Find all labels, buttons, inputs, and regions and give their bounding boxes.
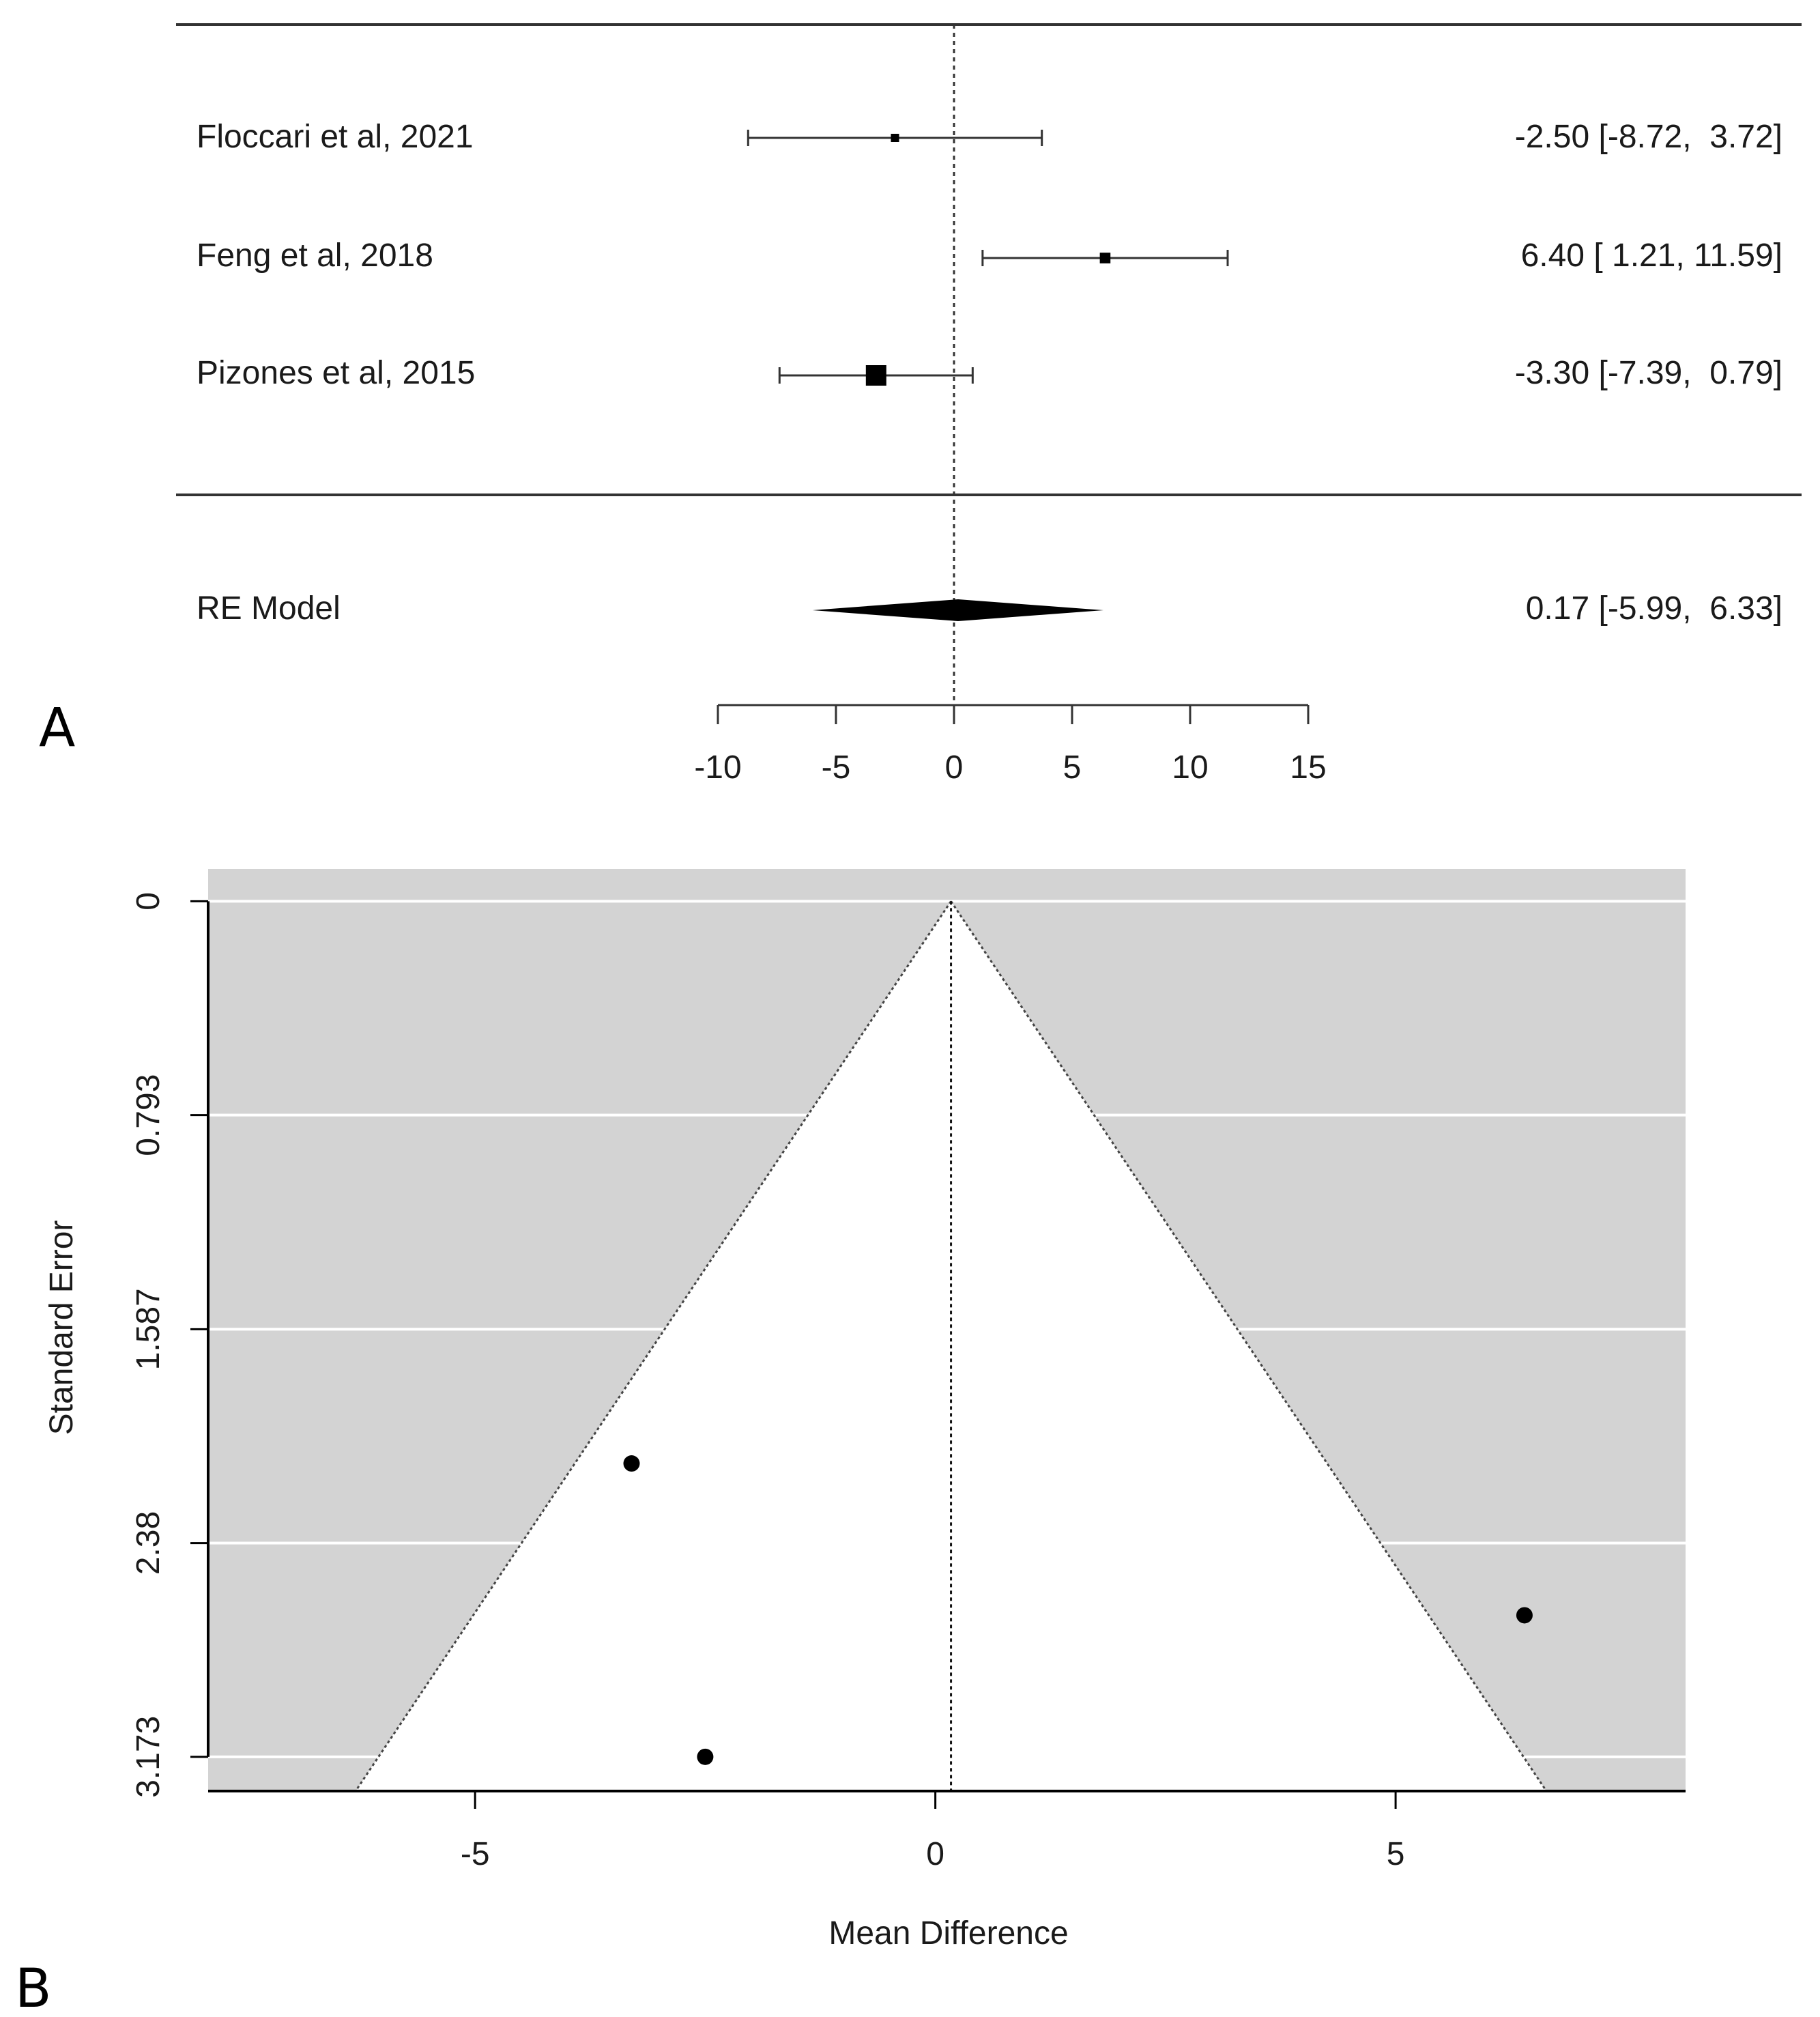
- study-row: Floccari et al, 2021 -2.50 [-8.72, 3.72]: [197, 119, 1782, 155]
- summary-label: RE Model: [197, 590, 341, 627]
- study-label: Feng et al, 2018: [197, 238, 433, 274]
- summary-row: RE Model 0.17 [-5.99, 6.33]: [197, 590, 1782, 627]
- study-label: Pizones et al, 2015: [197, 355, 475, 391]
- study-point-estimate: [865, 365, 886, 386]
- forest-tick-label: 10: [1172, 749, 1208, 786]
- forest-x-axis: -10 -5 0 5 10 15: [694, 704, 1327, 786]
- forest-tick-label: -10: [694, 749, 741, 786]
- forest-tick-label: -5: [822, 749, 851, 786]
- funnel-point: [623, 1455, 640, 1472]
- forest-ticks: -10 -5 0 5 10 15: [694, 705, 1327, 786]
- funnel-point: [697, 1748, 714, 1765]
- study-label: Floccari et al, 2021: [197, 119, 474, 155]
- funnel-y-tick-label: 3.173: [130, 1716, 167, 1798]
- forest-plot: Floccari et al, 2021 -2.50 [-8.72, 3.72]…: [39, 23, 1802, 786]
- funnel-points: [623, 1455, 1533, 1765]
- forest-tick-label: 0: [945, 749, 964, 786]
- panel-label-b: B: [15, 1958, 52, 2017]
- funnel-point: [1516, 1607, 1533, 1624]
- funnel-plot: -5 0 5 0 0.793 1.587 2.38 3.173 Mean Differenc…: [15, 869, 1686, 2017]
- forest-tick-label: 15: [1290, 749, 1326, 786]
- funnel-y-ticks: 0 0.793 1.587 2.38 3.173: [130, 892, 208, 1798]
- forest-tick-label: 5: [1063, 749, 1082, 786]
- funnel-x-tick-label: -5: [461, 1836, 490, 1872]
- x-axis-title: Mean Difference: [828, 1915, 1068, 1951]
- study-ci-text: 6.40 [ 1.21, 11.59]: [1521, 238, 1782, 274]
- study-row: Pizones et al, 2015 -3.30 [-7.39, 0.79]: [197, 355, 1782, 391]
- funnel-edge-right: [950, 900, 1548, 1792]
- y-axis-title: Standard Error: [44, 1220, 80, 1435]
- funnel-x-tick-label: 0: [926, 1836, 944, 1872]
- funnel-y-tick-label: 0.793: [130, 1074, 167, 1156]
- study-row: Feng et al, 2018 6.40 [ 1.21, 11.59]: [197, 238, 1782, 274]
- study-point-estimate: [891, 134, 899, 142]
- summary-ci-text: 0.17 [-5.99, 6.33]: [1526, 590, 1782, 627]
- funnel-y-tick-label: 0: [130, 892, 167, 911]
- funnel-y-tick-label: 1.587: [130, 1288, 167, 1370]
- study-ci-text: -3.30 [-7.39, 0.79]: [1515, 355, 1782, 391]
- funnel-y-tick-label: 2.38: [130, 1511, 167, 1575]
- funnel-edge-left: [354, 900, 952, 1792]
- summary-diamond: [812, 599, 1104, 621]
- funnel-x-tick-label: 5: [1387, 1836, 1405, 1872]
- study-ci-text: -2.50 [-8.72, 3.72]: [1515, 119, 1782, 155]
- panel-label-a: A: [39, 698, 75, 759]
- funnel-x-ticks: -5 0 5: [461, 1791, 1405, 1872]
- study-point-estimate: [1099, 253, 1111, 263]
